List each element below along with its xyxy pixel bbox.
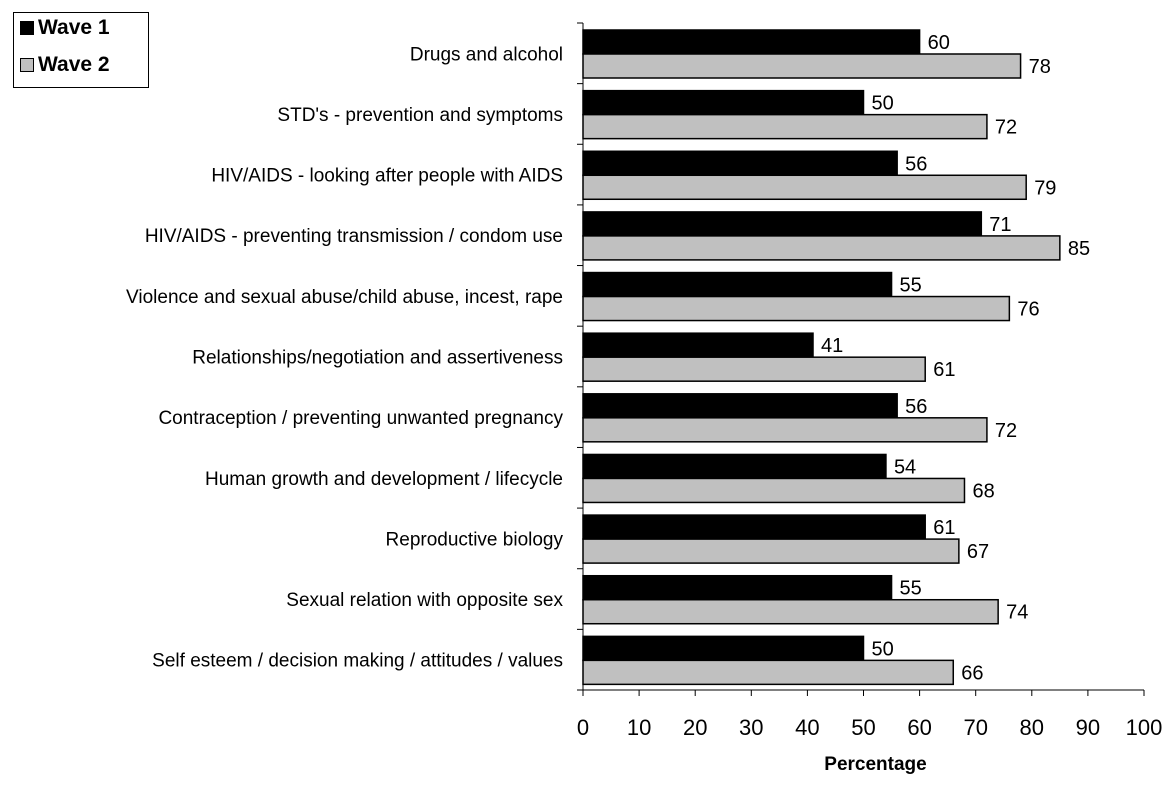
category-label: HIV/AIDS - looking after people with AID… bbox=[211, 166, 563, 187]
category-label: Contraception / preventing unwanted preg… bbox=[158, 408, 563, 429]
x-tick-label: 10 bbox=[627, 715, 651, 740]
data-label-wave-1: 60 bbox=[928, 32, 950, 54]
bar-wave-2 bbox=[582, 53, 1022, 79]
legend: Wave 1 Wave 2 bbox=[13, 12, 149, 88]
bar-wave-2 bbox=[582, 113, 988, 140]
data-label-wave-2: 72 bbox=[995, 117, 1017, 139]
bar-wave-1 bbox=[582, 574, 893, 601]
category-label: Relationships/negotiation and assertiven… bbox=[192, 348, 563, 369]
data-label-wave-2: 67 bbox=[967, 541, 989, 563]
x-tick-label: 50 bbox=[851, 715, 875, 740]
data-label-wave-2: 66 bbox=[961, 662, 983, 684]
category-label: HIV/AIDS - preventing transmission / con… bbox=[145, 226, 563, 247]
bar-wave-2 bbox=[582, 538, 960, 564]
x-tick-label: 70 bbox=[963, 715, 987, 740]
category-label: Violence and sexual abuse/child abuse, i… bbox=[126, 287, 563, 308]
x-tick-label: 40 bbox=[795, 715, 819, 740]
bar-wave-2 bbox=[582, 295, 1011, 322]
bar-wave-1 bbox=[582, 635, 865, 662]
legend-label-wave-1: Wave 1 bbox=[38, 16, 110, 39]
data-label-wave-2: 76 bbox=[1017, 299, 1039, 321]
category-label: Drugs and alcohol bbox=[410, 44, 563, 65]
bar-wave-1 bbox=[582, 211, 983, 237]
data-label-wave-2: 79 bbox=[1034, 177, 1056, 199]
legend-item-wave-1: Wave 1 bbox=[20, 16, 110, 40]
legend-item-wave-2: Wave 2 bbox=[20, 53, 110, 77]
bar-wave-2 bbox=[582, 356, 926, 382]
data-label-wave-1: 55 bbox=[900, 275, 922, 297]
legend-label-wave-2: Wave 2 bbox=[38, 53, 110, 76]
x-tick-label: 30 bbox=[739, 715, 763, 740]
bar-wave-1 bbox=[582, 29, 921, 55]
x-tick-label: 0 bbox=[577, 715, 589, 740]
category-label: Sexual relation with opposite sex bbox=[286, 590, 563, 611]
x-tick-label: 90 bbox=[1076, 715, 1100, 740]
data-label-wave-1: 41 bbox=[821, 335, 843, 357]
legend-swatch-wave-2 bbox=[20, 58, 34, 72]
category-label: Self esteem / decision making / attitude… bbox=[152, 651, 563, 672]
data-label-wave-2: 85 bbox=[1068, 238, 1090, 260]
bar-wave-2 bbox=[582, 477, 966, 504]
bar-wave-1 bbox=[582, 514, 926, 540]
bar-wave-1 bbox=[582, 89, 865, 116]
bar-wave-2 bbox=[582, 174, 1027, 201]
data-label-wave-2: 68 bbox=[972, 480, 994, 502]
data-label-wave-2: 72 bbox=[995, 420, 1017, 442]
data-label-wave-1: 61 bbox=[933, 517, 955, 539]
x-tick-label: 60 bbox=[907, 715, 931, 740]
data-label-wave-1: 50 bbox=[872, 93, 894, 115]
bar-wave-1 bbox=[582, 332, 814, 358]
data-label-wave-2: 78 bbox=[1029, 56, 1051, 78]
bar-wave-1 bbox=[582, 150, 898, 177]
x-tick-label: 80 bbox=[1020, 715, 1044, 740]
bar-wave-2 bbox=[582, 659, 955, 686]
category-label: Reproductive biology bbox=[386, 529, 564, 550]
bar-wave-1 bbox=[582, 393, 898, 419]
data-label-wave-2: 61 bbox=[933, 359, 955, 381]
x-tick-label: 100 bbox=[1126, 715, 1163, 740]
data-label-wave-1: 56 bbox=[905, 396, 927, 418]
category-label: Human growth and development / lifecycle bbox=[205, 469, 563, 490]
bar-wave-2 bbox=[582, 235, 1061, 261]
bar-wave-2 bbox=[582, 598, 999, 625]
bar-wave-2 bbox=[582, 417, 988, 443]
bar-wave-1 bbox=[582, 453, 887, 480]
x-axis-title: Percentage bbox=[824, 754, 926, 775]
legend-swatch-wave-1 bbox=[20, 21, 34, 35]
data-label-wave-1: 50 bbox=[872, 638, 894, 660]
bar-wave-1 bbox=[582, 271, 893, 298]
data-label-wave-1: 71 bbox=[989, 214, 1011, 236]
category-label: STD's - prevention and symptoms bbox=[277, 105, 563, 126]
data-label-wave-2: 74 bbox=[1006, 602, 1028, 624]
data-label-wave-1: 55 bbox=[900, 578, 922, 600]
data-label-wave-1: 54 bbox=[894, 456, 916, 478]
x-tick-label: 20 bbox=[683, 715, 707, 740]
data-label-wave-1: 56 bbox=[905, 153, 927, 175]
